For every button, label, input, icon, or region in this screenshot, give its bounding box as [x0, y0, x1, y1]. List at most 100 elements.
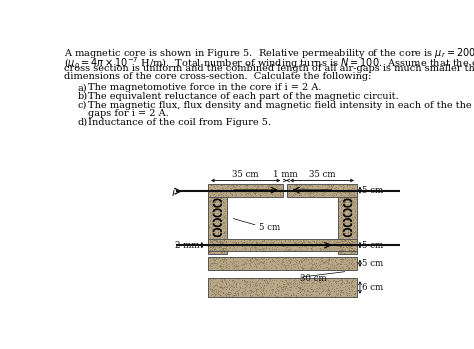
Point: [215, 223, 223, 228]
Text: 5 cm: 5 cm: [259, 223, 280, 232]
Point: [337, 242, 344, 247]
Point: [245, 244, 253, 249]
Point: [340, 228, 347, 233]
Point: [252, 263, 260, 269]
Point: [240, 289, 248, 294]
Point: [237, 190, 244, 196]
Point: [212, 238, 220, 243]
Point: [302, 292, 310, 297]
Point: [233, 261, 240, 267]
Point: [312, 189, 319, 194]
Point: [352, 199, 359, 204]
Point: [282, 255, 290, 260]
Point: [255, 280, 263, 286]
Point: [212, 255, 219, 261]
Point: [274, 258, 282, 263]
Point: [210, 240, 218, 245]
Point: [337, 197, 345, 203]
Point: [242, 259, 249, 265]
Point: [209, 287, 217, 293]
Point: [267, 292, 275, 298]
Point: [299, 263, 306, 269]
Point: [344, 190, 352, 195]
Point: [333, 239, 340, 245]
Point: [300, 256, 307, 261]
Point: [221, 199, 229, 204]
Point: [308, 245, 315, 250]
Point: [298, 288, 305, 294]
Point: [345, 220, 352, 225]
Point: [315, 285, 322, 290]
Point: [309, 242, 316, 248]
Point: [289, 188, 296, 193]
Point: [273, 264, 280, 270]
Point: [319, 279, 327, 284]
Point: [289, 238, 297, 244]
Point: [248, 259, 255, 265]
Point: [340, 203, 348, 209]
Point: [215, 280, 222, 286]
Point: [219, 246, 227, 252]
Point: [321, 243, 329, 248]
Point: [208, 199, 216, 205]
Point: [260, 259, 268, 264]
Point: [300, 242, 307, 248]
Point: [246, 247, 254, 253]
Point: [230, 184, 237, 190]
Point: [293, 291, 301, 296]
Point: [300, 286, 307, 292]
Point: [273, 255, 281, 261]
Point: [220, 229, 228, 235]
Point: [299, 238, 306, 244]
Point: [253, 245, 261, 251]
Point: [301, 288, 308, 294]
Point: [281, 281, 288, 287]
Point: [276, 193, 284, 198]
Point: [344, 266, 351, 272]
Point: [342, 244, 349, 249]
Bar: [208, 184, 283, 196]
Point: [298, 266, 306, 272]
Point: [337, 265, 345, 270]
Point: [331, 279, 339, 284]
Point: [207, 246, 214, 252]
Point: [306, 193, 313, 198]
Point: [347, 279, 355, 285]
Point: [300, 186, 307, 191]
Point: [219, 215, 227, 220]
Point: [320, 281, 328, 287]
Point: [212, 193, 219, 198]
Point: [216, 198, 223, 203]
Point: [333, 288, 340, 294]
Point: [326, 278, 334, 284]
Point: [256, 193, 264, 198]
Point: [319, 237, 327, 243]
Point: [216, 221, 224, 227]
Point: [217, 195, 225, 201]
Point: [217, 202, 225, 208]
Point: [263, 278, 271, 283]
Point: [227, 291, 234, 297]
Point: [273, 287, 281, 292]
Point: [226, 266, 233, 271]
Point: [239, 261, 246, 267]
Point: [210, 201, 218, 207]
Point: [337, 258, 345, 264]
Point: [212, 286, 219, 291]
Point: [282, 262, 290, 268]
Point: [210, 237, 218, 243]
Point: [319, 259, 327, 265]
Point: [270, 187, 278, 192]
Point: [313, 262, 321, 268]
Point: [341, 236, 348, 242]
Point: [210, 243, 217, 249]
Point: [243, 283, 251, 288]
Point: [312, 281, 319, 287]
Point: [294, 190, 301, 195]
Point: [214, 242, 222, 248]
Point: [347, 191, 355, 196]
Point: [309, 279, 317, 285]
Point: [214, 225, 221, 231]
Point: [211, 222, 219, 228]
Point: [309, 259, 316, 264]
